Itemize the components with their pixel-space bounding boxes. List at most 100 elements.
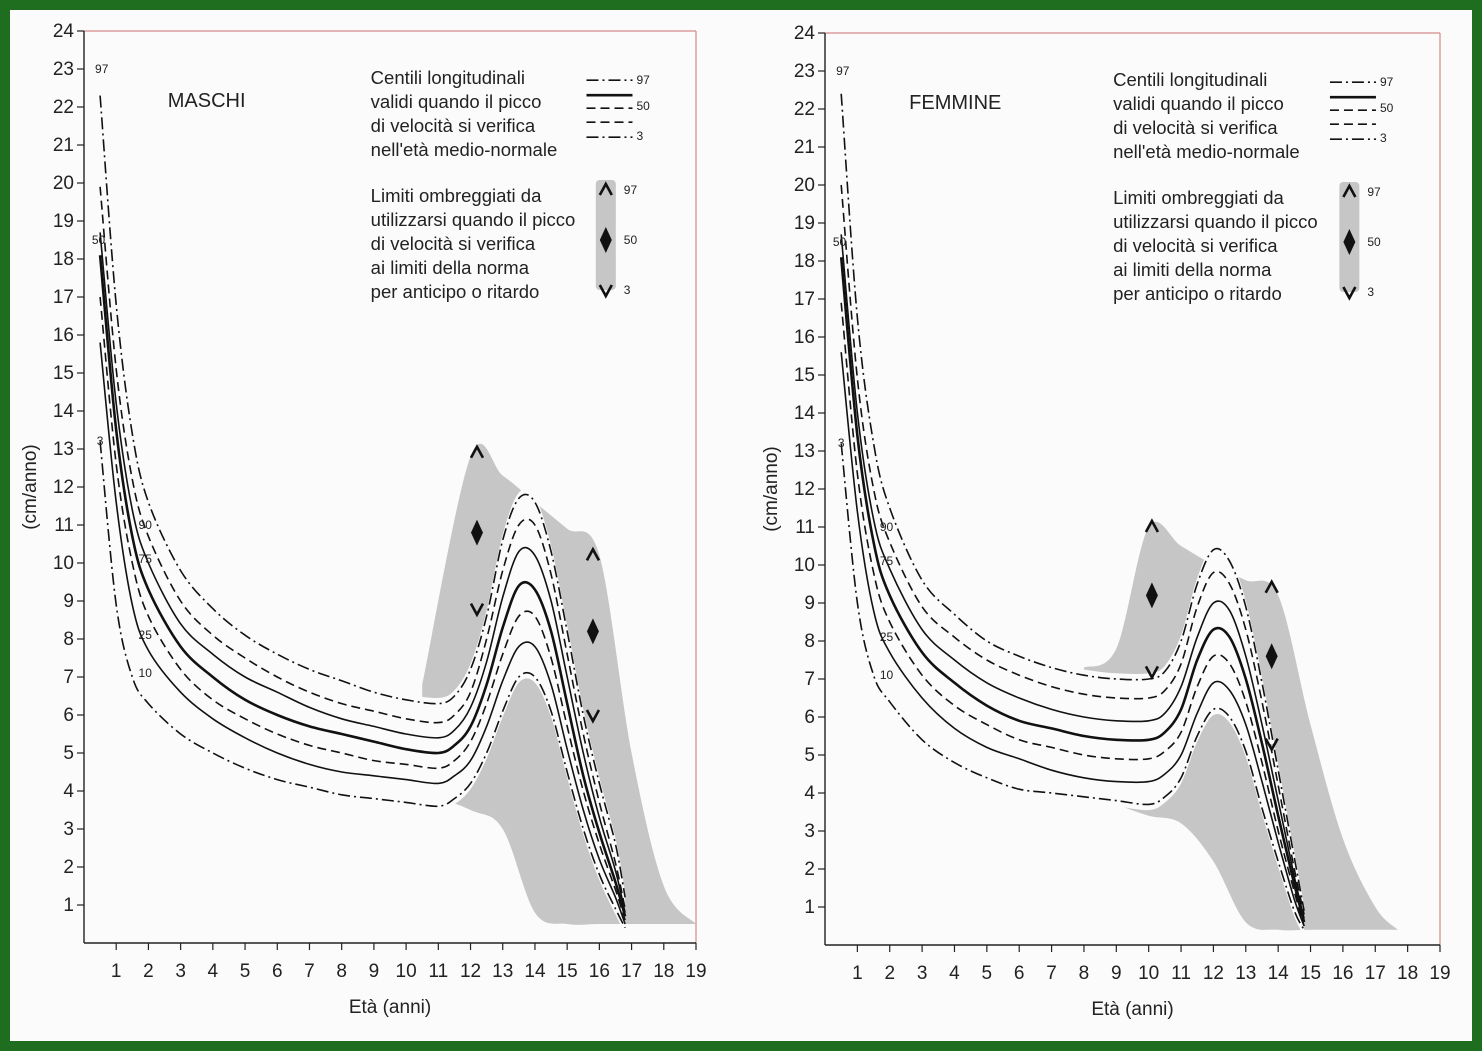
peak-marker-97: [598, 181, 613, 196]
legend-shade-text: utilizzarsi quando il picco: [1113, 211, 1318, 232]
x-tick-label: 6: [272, 961, 283, 982]
y-tick-label: 11: [54, 515, 74, 536]
x-tick-label: 4: [949, 963, 960, 984]
peak-marker-group-0: [1144, 518, 1160, 681]
centile-curve-25: [840, 302, 1305, 927]
legend-shade-key-3: 3: [624, 283, 631, 297]
legend-line-key-97: 97: [636, 73, 650, 87]
x-tick-label: 3: [917, 963, 928, 984]
y-tick-label: 2: [804, 859, 815, 880]
legend-line-key-3: 3: [636, 129, 643, 143]
peak-marker-50: [1145, 582, 1158, 609]
x-tick-label: 5: [240, 961, 251, 982]
centile-curve-3: [99, 441, 626, 929]
peak-marker-3: [1342, 286, 1357, 301]
y-tick-label: 3: [804, 821, 815, 842]
peak-marker-97: [1342, 183, 1357, 198]
y-tick-label: 15: [53, 363, 74, 384]
y-tick-label: 12: [53, 477, 74, 498]
legend-lines-text: Centili longitudinali: [371, 67, 525, 88]
peak-marker-50: [470, 519, 483, 546]
x-axis-title: Età (anni): [349, 997, 431, 1018]
x-tick-label: 1: [852, 963, 863, 984]
x-tick-label: 14: [524, 961, 546, 982]
curve-label-50: 50: [833, 235, 847, 249]
legend-shade-key-97: 97: [1367, 185, 1381, 199]
x-tick-label: 18: [653, 961, 674, 982]
peak-marker-3: [469, 602, 485, 618]
panel-title: MASCHI: [168, 90, 246, 112]
x-tick-label: 9: [1111, 963, 1122, 984]
y-tick-label: 5: [804, 745, 815, 766]
x-tick-label: 8: [1079, 963, 1090, 984]
legend-shade-text: per anticipo o ritardo: [371, 281, 540, 302]
x-tick-label: 17: [1365, 963, 1386, 984]
y-tick-label: 18: [794, 251, 815, 272]
curve-label-75: 75: [139, 552, 153, 566]
centile-curve-10: [840, 352, 1305, 927]
legend-line-key-50: 50: [636, 99, 650, 113]
x-axis-title: Età (anni): [1091, 999, 1173, 1020]
x-tick-label: 9: [369, 961, 380, 982]
y-tick-label: 1: [63, 895, 74, 916]
legend-shade-key-50: 50: [1367, 235, 1381, 249]
curve-label-50: 50: [92, 233, 106, 247]
x-tick-label: 10: [1138, 963, 1159, 984]
y-tick-label: 3: [63, 819, 74, 840]
y-tick-label: 17: [53, 287, 74, 308]
legend-lines-text: nell'età medio-normale: [371, 139, 558, 160]
x-tick-label: 18: [1397, 963, 1418, 984]
y-tick-label: 23: [53, 59, 74, 80]
y-tick-label: 6: [804, 707, 815, 728]
centile-band-background: [100, 89, 626, 934]
y-tick-label: 4: [63, 781, 74, 802]
figure-frame: 97 50 3 90 75 25 10 1 2 3 4 5 6 7 8 9 10 11 12 13 14 15 16 17 18…: [10, 10, 1472, 1041]
legend-lines-text: validi quando il picco: [371, 91, 542, 112]
peak-marker-50: [1343, 229, 1356, 255]
x-tick-label: 7: [1046, 963, 1057, 984]
y-tick-label: 14: [53, 401, 75, 422]
x-tick-label: 12: [460, 961, 481, 982]
legend-lines-text: Centili longitudinali: [1113, 69, 1267, 90]
y-tick-label: 24: [53, 21, 75, 42]
centile-curve-90: [99, 186, 626, 909]
x-tick-label: 1: [111, 961, 122, 982]
y-tick-label: 22: [794, 99, 815, 120]
curve-label-3: 3: [97, 434, 104, 448]
centile-curve-10: [99, 342, 626, 925]
y-tick-label: 15: [794, 365, 815, 386]
peak-marker-97: [585, 546, 601, 562]
y-tick-label: 13: [53, 439, 74, 460]
y-tick-label: 16: [53, 325, 74, 346]
x-tick-label: 8: [336, 961, 347, 982]
legend-shade-text: ai limiti della norma: [1113, 259, 1272, 280]
peak-marker-3: [598, 284, 613, 299]
x-tick-label: 10: [396, 961, 417, 982]
legend-line-key-3: 3: [1380, 131, 1387, 145]
y-tick-label: 19: [53, 211, 74, 232]
panel-title: FEMMINE: [909, 92, 1001, 114]
peak-marker-50: [1265, 643, 1278, 670]
peak-marker-97: [1264, 579, 1279, 594]
y-axis-title: (cm/anno): [761, 446, 782, 532]
centile-curve-75: [99, 232, 626, 913]
y-tick-label: 4: [804, 783, 815, 804]
curve-label-25: 25: [880, 630, 894, 644]
curve-label-90: 90: [880, 520, 894, 534]
y-tick-label: 7: [63, 667, 74, 688]
legend-lines-text: di velocità si verifica: [1113, 117, 1278, 138]
peak-marker-group-1: [585, 546, 601, 724]
y-tick-label: 2: [63, 857, 74, 878]
y-tick-label: 10: [794, 555, 815, 576]
legend-shade-text: Limiti ombreggiati da: [1113, 187, 1284, 208]
x-tick-label: 3: [175, 961, 186, 982]
y-tick-label: 23: [794, 61, 815, 82]
centile-curve-50: [839, 257, 1306, 923]
centile-curve-97: [840, 93, 1305, 911]
curve-label-3: 3: [838, 436, 845, 450]
y-tick-label: 12: [794, 479, 815, 500]
y-tick-label: 9: [63, 591, 74, 612]
legend-shade-text: di velocità si verifica: [1113, 235, 1278, 256]
x-tick-label: 12: [1203, 963, 1224, 984]
y-tick-label: 20: [794, 175, 815, 196]
